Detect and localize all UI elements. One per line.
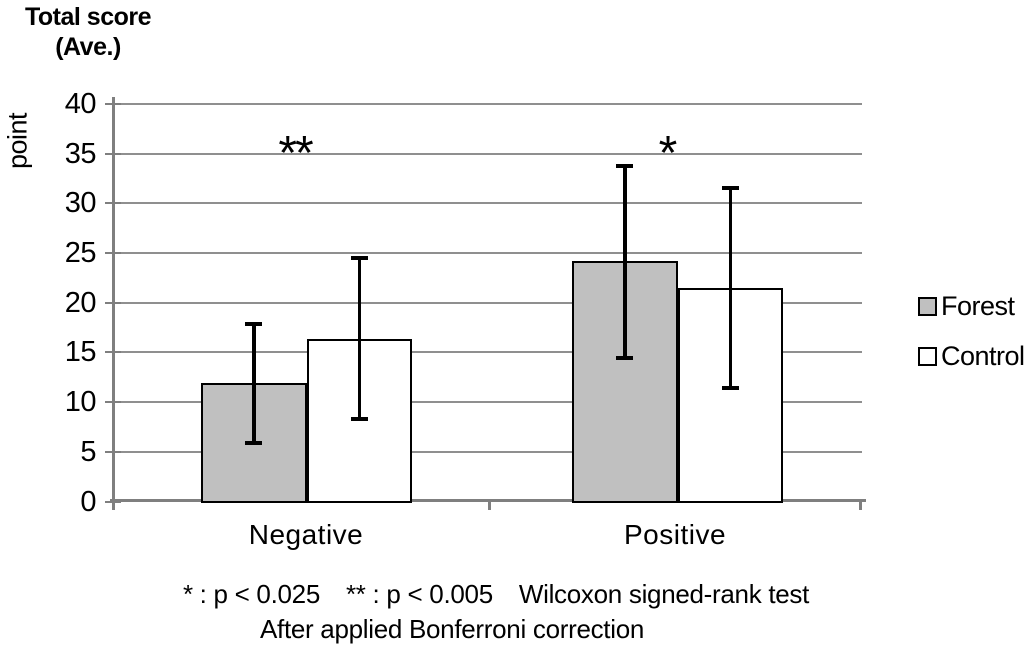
legend-item-forest: Forest	[918, 291, 1015, 322]
y-axis-tick-35	[105, 152, 121, 155]
error-bar-forest-negative	[252, 323, 256, 443]
legend-label-control: Control	[941, 341, 1024, 371]
error-cap-top-control-negative	[350, 256, 368, 261]
y-axis-tick-20	[105, 301, 121, 304]
error-bar-control-positive	[728, 188, 732, 389]
gridline-10	[114, 401, 862, 404]
gridline-15	[114, 351, 862, 354]
gridline-40	[114, 103, 862, 105]
y-axis-tick-40	[105, 103, 121, 105]
footnote-seg-1: * : p < 0.025	[182, 579, 320, 609]
x-axis-tick	[859, 502, 862, 510]
y-axis-tick-30	[105, 202, 121, 205]
y-tick-label-20: 20	[64, 286, 97, 319]
error-cap-bottom-control-positive	[721, 386, 739, 391]
y-tick-label-40: 40	[64, 88, 97, 120]
x-axis-tick	[488, 502, 491, 510]
y-tick-label-30: 30	[64, 187, 97, 220]
x-category-label-positive: Positive	[623, 519, 727, 550]
footnote-seg-2: ** : p < 0.005	[345, 579, 493, 609]
x-axis-line	[110, 499, 866, 502]
gridline-30	[114, 202, 862, 205]
y-axis-tick-10	[105, 401, 121, 404]
gridline-20	[114, 301, 862, 304]
y-tick-label-10: 10	[64, 386, 97, 419]
significance-marker-negative: **	[278, 127, 313, 180]
error-bar-forest-positive	[623, 165, 627, 359]
significance-marker-positive: *	[658, 127, 678, 180]
error-bar-control-negative	[357, 258, 361, 420]
error-cap-bottom-control-negative	[350, 417, 368, 422]
gridline-35	[114, 152, 862, 155]
y-axis-tick-25	[105, 252, 121, 255]
footnote-significance: * : p < 0.025 ** : p < 0.005 Wilcoxon si…	[183, 579, 809, 610]
footnote-seg-3: Wilcoxon signed-rank test	[518, 579, 810, 609]
legend-swatch-control	[918, 347, 937, 366]
error-cap-bottom-forest-positive	[616, 356, 634, 361]
gridline-25	[114, 252, 862, 255]
y-axis-tick-5	[105, 450, 121, 453]
error-cap-top-forest-positive	[616, 163, 634, 168]
error-cap-bottom-forest-negative	[245, 440, 263, 445]
y-tick-label-35: 35	[64, 137, 97, 170]
chart-title-line2: (Ave.)	[55, 33, 121, 61]
y-axis-line	[112, 97, 115, 503]
gridline-5	[114, 450, 862, 453]
error-cap-top-control-positive	[721, 186, 739, 191]
y-tick-label-0: 0	[80, 485, 96, 518]
y-tick-label-25: 25	[64, 237, 97, 270]
x-axis-tick	[112, 502, 115, 510]
legend-item-control: Control	[918, 341, 1024, 372]
y-tick-label-15: 15	[64, 336, 97, 369]
y-axis-tick-0	[105, 500, 121, 503]
y-axis-tick-15	[105, 351, 121, 354]
error-cap-top-forest-negative	[245, 321, 263, 326]
legend-swatch-forest	[918, 297, 937, 316]
legend-label-forest: Forest	[941, 291, 1015, 321]
chart-title: Total score (Ave.)	[8, 2, 168, 62]
y-tick-label-5: 5	[80, 435, 96, 468]
footnote-correction: After applied Bonferroni correction	[259, 614, 645, 644]
chart-title-line1: Total score	[24, 3, 152, 31]
x-category-label-negative: Negative	[248, 519, 364, 550]
